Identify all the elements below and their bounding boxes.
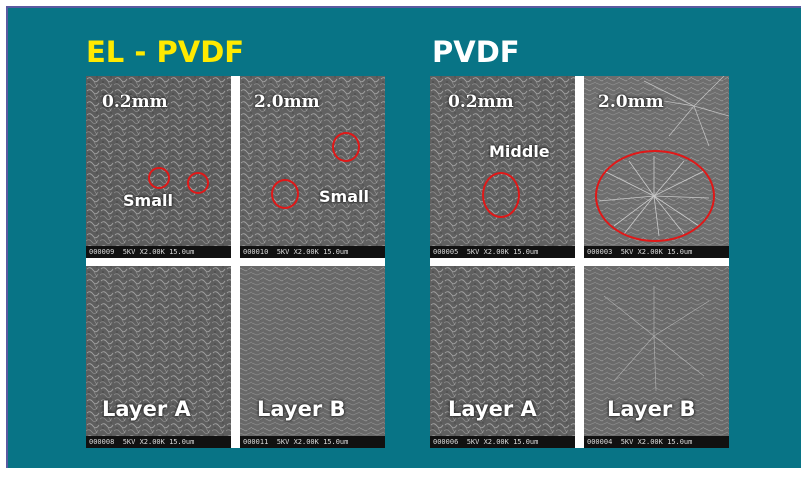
el-pvdf-micrograph-layer-a: Layer A 000008 5KV X2.00K 15.0um (86, 266, 231, 448)
sem-info-bar: 000010 5KV X2.00K 15.0um (240, 246, 385, 258)
pvdf-micrograph-0-2mm: 0.2mm Middle 000005 5KV X2.00K 15.0um (430, 76, 575, 258)
layer-label: Layer A (448, 397, 537, 421)
spherulite-top (643, 76, 729, 147)
el-pvdf-micrograph-0-2mm: 0.2mm Small 000009 5KV X2.00K 15.0um (86, 76, 231, 258)
highlight-circle (271, 179, 299, 209)
sem-info-bar: 000008 5KV X2.00K 15.0um (86, 436, 231, 448)
highlight-circle (595, 150, 715, 242)
pvdf-micrograph-layer-a: Layer A 000006 5KV X2.00K 15.0um (430, 266, 575, 448)
sem-info-bar: 000009 5KV X2.00K 15.0um (86, 246, 231, 258)
highlight-circle (482, 172, 520, 218)
spherulite-texture (603, 286, 710, 392)
sem-info-bar: 000003 5KV X2.00K 15.0um (584, 246, 729, 258)
el-pvdf-title: EL - PVDF (86, 35, 245, 69)
el-pvdf-micrograph-2-0mm: 2.0mm Small 000010 5KV X2.00K 15.0um (240, 76, 385, 258)
sem-texture (240, 266, 385, 448)
sem-info-bar: 000006 5KV X2.00K 15.0um (430, 436, 575, 448)
layer-label: Layer A (102, 397, 191, 421)
feature-note: Small (123, 191, 173, 210)
scale-label: 0.2mm (448, 92, 514, 112)
sem-texture (430, 76, 575, 258)
pvdf-micrograph-2-0mm: 2.0mm 000003 5KV X2.00K 15.0um (584, 76, 729, 258)
sem-texture (584, 266, 729, 448)
highlight-circle (332, 132, 360, 162)
highlight-circle (148, 167, 170, 189)
sem-info-bar: 000011 5KV X2.00K 15.0um (240, 436, 385, 448)
sem-info-bar: 000005 5KV X2.00K 15.0um (430, 246, 575, 258)
scale-label: 2.0mm (598, 92, 664, 112)
pvdf-micrograph-layer-b: Layer B 000004 5KV X2.00K 15.0um (584, 266, 729, 448)
pvdf-title: PVDF (432, 35, 520, 69)
sem-texture (86, 266, 231, 448)
feature-note: Middle (489, 142, 550, 161)
el-pvdf-micrograph-layer-b: Layer B 000011 5KV X2.00K 15.0um (240, 266, 385, 448)
sem-texture (240, 76, 385, 258)
scale-label: 2.0mm (254, 92, 320, 112)
pvdf-micrograph-grid: 0.2mm Middle 000005 5KV X2.00K 15.0um (430, 76, 729, 448)
sem-texture (430, 266, 575, 448)
scale-label: 0.2mm (102, 92, 168, 112)
highlight-circle (187, 172, 209, 194)
el-pvdf-micrograph-grid: 0.2mm Small 000009 5KV X2.00K 15.0um 2.0… (86, 76, 385, 448)
layer-label: Layer B (257, 397, 346, 421)
sem-info-bar: 000004 5KV X2.00K 15.0um (584, 436, 729, 448)
feature-note: Small (319, 187, 369, 206)
layer-label: Layer B (607, 397, 696, 421)
